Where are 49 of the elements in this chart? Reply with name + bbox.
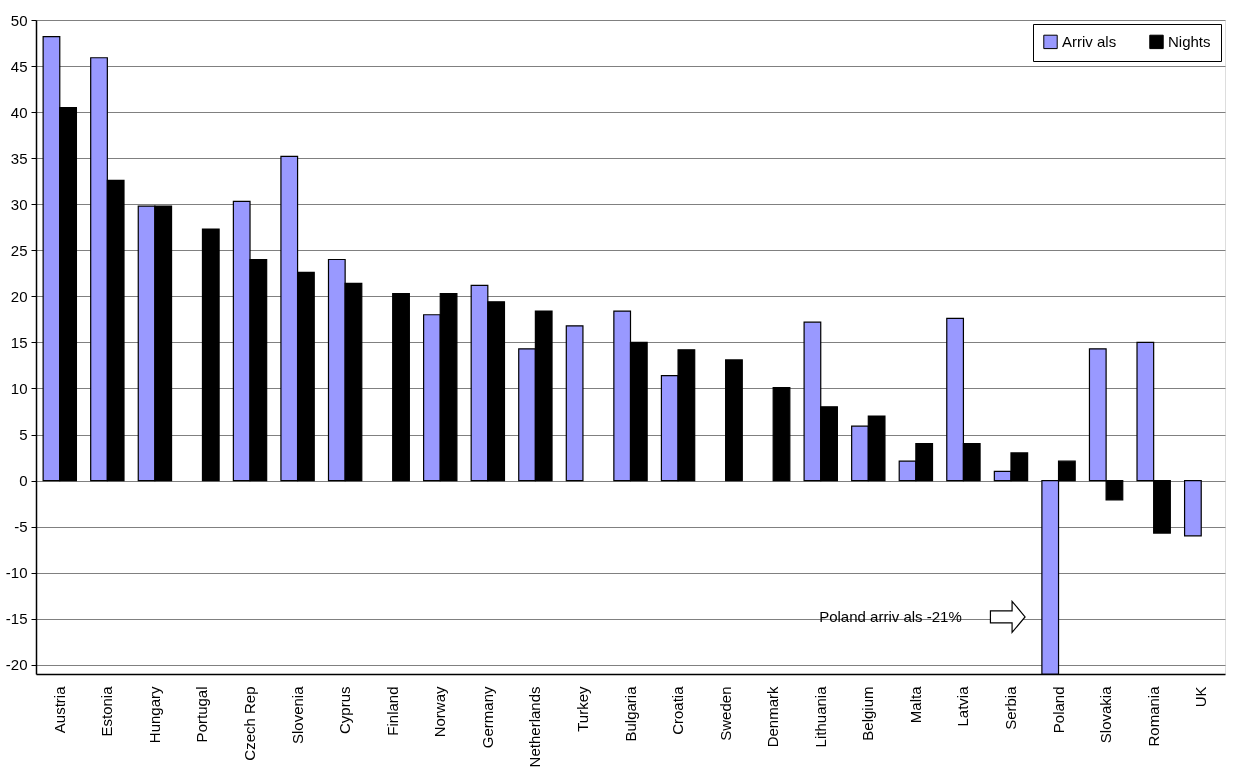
x-tick-label: Netherlands (526, 686, 544, 768)
x-tick-label: Turkey (573, 686, 591, 732)
x-tick-label: Germany (478, 686, 496, 749)
x-tick-label: Latvia (954, 685, 972, 727)
y-tick-label: 25 (10, 241, 28, 259)
x-tick-label: Norway (431, 686, 449, 738)
y-tick-label: 0 (19, 472, 28, 490)
x-tick-label: Portugal (193, 686, 211, 743)
x-tick-label: Slovakia (1097, 685, 1115, 744)
bar (392, 292, 410, 482)
x-tick-label: Czech Rep (241, 686, 259, 761)
x-tick-label: UK (1192, 686, 1210, 708)
y-tick-label: -10 (5, 564, 28, 582)
y-tick-label: -5 (14, 518, 28, 536)
x-tick-label: Cyprus (336, 686, 354, 735)
x-tick-label: Romania (1144, 685, 1162, 747)
x-tick-label: Belgium (859, 686, 877, 741)
y-tick-label: 45 (10, 57, 28, 75)
y-tick-label: 35 (10, 149, 28, 167)
legend-label: Arriv als (1062, 32, 1117, 50)
x-tick-label: Finland (383, 686, 401, 736)
x-tick-label: Sweden (716, 686, 734, 741)
x-tick-label: Denmark (764, 686, 782, 748)
y-tick-label: 30 (10, 195, 28, 213)
bar (725, 359, 743, 482)
bar (201, 228, 220, 482)
x-tick-label: Estonia (98, 685, 116, 737)
y-tick-label: 50 (10, 11, 28, 29)
bar (1183, 479, 1202, 537)
x-tick-label: Slovenia (288, 685, 306, 745)
annotation: Poland arriv als -21% (819, 607, 962, 625)
y-tick-label: 10 (10, 379, 28, 397)
y-tick-label: -20 (5, 656, 28, 674)
x-tick-label: Poland (1049, 686, 1067, 734)
y-tick-label: 40 (10, 103, 28, 121)
x-tick-label: Hungary (145, 686, 163, 744)
y-tick-label: 15 (10, 333, 28, 351)
legend-label: Nights (1168, 32, 1211, 50)
bar (565, 325, 584, 482)
x-tick-label: Lithuania (811, 685, 829, 748)
y-tick-label: -15 (5, 610, 28, 628)
x-tick-label: Malta (906, 685, 924, 724)
x-tick-label: Austria (50, 685, 68, 734)
bar (772, 386, 791, 482)
x-tick-label: Croatia (669, 685, 687, 735)
y-tick-label: 20 (10, 287, 28, 305)
y-tick-label: 5 (19, 426, 28, 444)
x-tick-label: Bulgaria (621, 685, 639, 742)
x-tick-label: Serbia (1001, 685, 1019, 730)
